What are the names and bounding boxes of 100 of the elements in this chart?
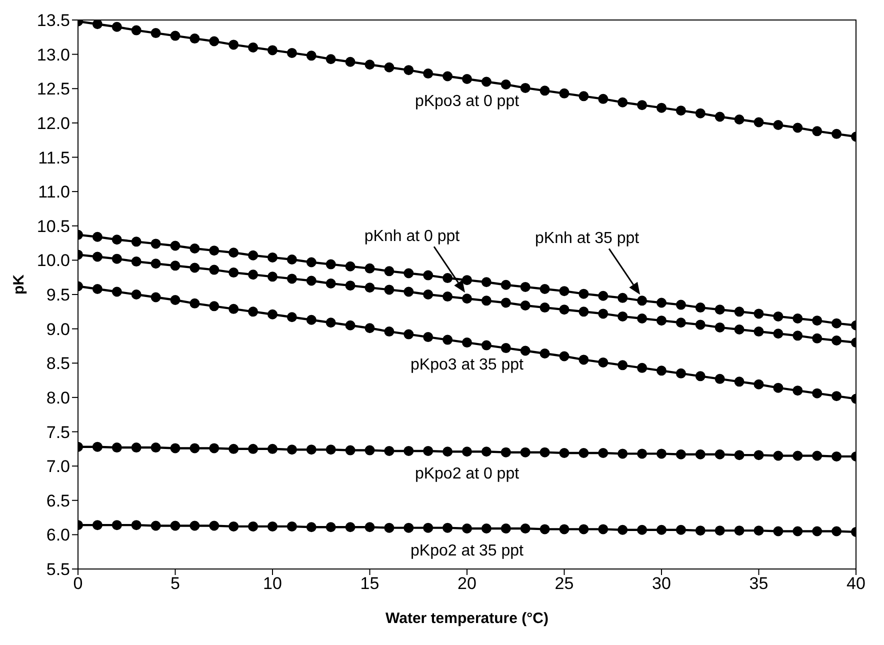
point [92,442,102,452]
point [404,268,414,278]
point [150,442,161,453]
point [326,54,336,64]
y-tick-label: 9.5 [46,286,70,305]
point [500,447,511,458]
point [384,284,394,295]
point [714,112,725,122]
point [112,234,122,245]
point [209,246,220,256]
y-tick-label: 10.5 [36,216,70,236]
point [540,348,550,359]
point [150,238,161,249]
point [618,292,628,303]
point [773,382,784,393]
point [131,520,142,530]
point [384,446,394,456]
point [170,260,180,271]
point [637,296,648,306]
point [734,324,744,334]
point [228,444,239,454]
y-tick-label: 11.0 [38,182,70,202]
point [832,451,842,462]
point [306,314,316,325]
y-tick-label: 8.5 [46,354,70,374]
point [734,450,744,460]
point [384,62,394,72]
point [404,446,414,456]
point [656,524,666,535]
point [442,446,453,457]
y-tick-label: 11.5 [38,148,70,168]
point [92,284,102,294]
point [92,20,102,30]
point [637,448,648,459]
point [131,442,142,453]
point [423,446,434,456]
point [345,261,356,272]
point [404,286,414,297]
point [364,445,375,456]
point [150,28,161,38]
point [734,114,744,125]
point [190,443,200,454]
point [150,292,161,302]
point [540,86,550,96]
point [500,298,511,308]
point [345,320,356,330]
point [404,65,414,76]
y-tick-label: 13.0 [36,45,70,64]
point [676,318,686,328]
point [812,333,822,344]
point [209,264,220,275]
point [326,444,336,455]
point [112,442,122,453]
point [404,329,414,340]
point [345,522,356,532]
point [286,444,297,455]
series-label: pKpo3 at 0 ppt [414,93,520,110]
point [637,100,648,110]
point [578,288,589,299]
point [792,526,803,536]
point [598,94,608,104]
point [364,263,375,274]
point [520,82,530,93]
point [792,386,803,396]
point [832,318,842,328]
point [812,126,822,136]
point [540,284,550,294]
point [92,520,102,530]
point [734,376,744,387]
point [248,250,258,260]
point [286,254,297,264]
point [131,256,142,267]
point [792,450,803,461]
point [364,323,375,334]
point [423,290,434,300]
point [423,68,434,79]
point [209,520,220,531]
point [306,276,316,286]
point [364,60,375,70]
point [326,522,336,532]
point [812,388,822,398]
point [618,524,628,535]
point [228,40,239,50]
point [190,244,200,254]
y-tick-label: 7.5 [46,422,70,442]
point [306,522,316,532]
point [559,304,570,315]
y-tick-label: 7.0 [46,457,70,476]
point [112,286,122,297]
point [656,298,666,308]
point [637,524,648,535]
point [598,357,608,368]
point [578,354,589,365]
point [637,362,648,373]
point [578,448,589,458]
point [131,25,142,36]
point [754,450,764,460]
y-tick-label: 6.0 [46,526,70,545]
point [190,298,200,308]
point [268,252,278,262]
